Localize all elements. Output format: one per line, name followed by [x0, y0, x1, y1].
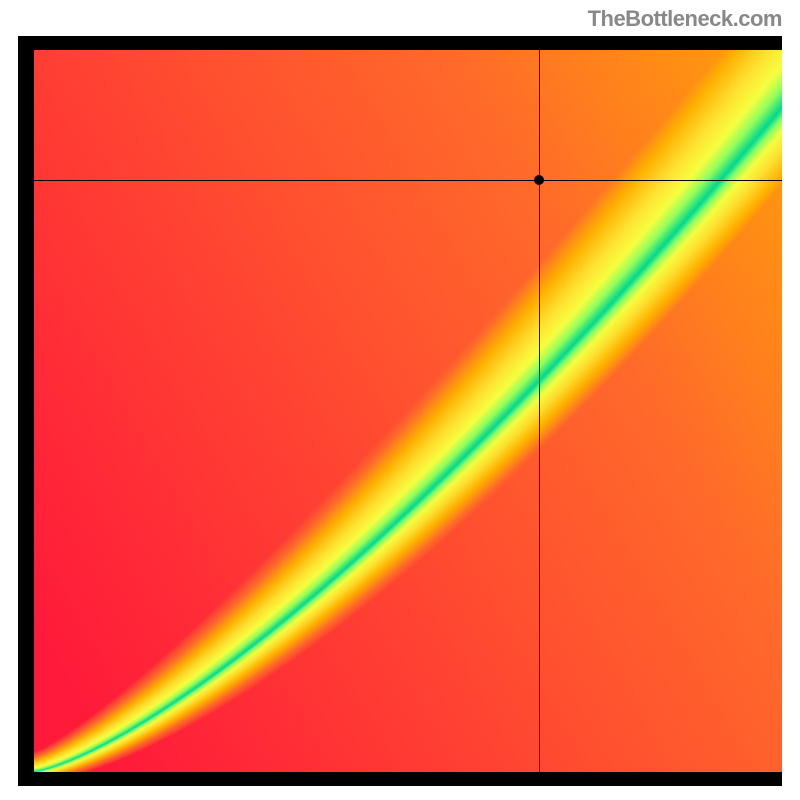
heatmap-canvas [34, 50, 782, 772]
watermark-text: TheBottleneck.com [588, 6, 782, 32]
crosshair-vertical [539, 36, 540, 786]
plot-frame [18, 36, 782, 786]
crosshair-horizontal [18, 180, 782, 181]
chart-container: TheBottleneck.com [0, 0, 800, 800]
crosshair-marker [534, 175, 544, 185]
